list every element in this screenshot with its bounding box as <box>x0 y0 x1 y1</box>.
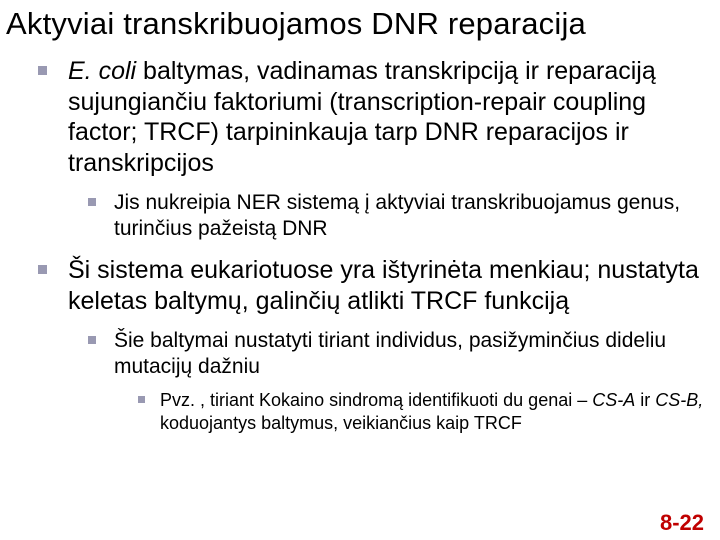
bullet-list-level2: Šie baltymai nustatyti tiriant individus… <box>88 328 706 434</box>
body-text: Ši sistema eukariotuose yra ištyrinėta m… <box>68 256 699 315</box>
italic-text: CS-B, <box>655 390 703 410</box>
body-text: Jis nukreipia NER sistemą į aktyviai tra… <box>114 191 680 240</box>
slide: Aktyviai transkribuojamos DNR reparacija… <box>0 0 720 540</box>
bullet-item: E. coli baltymas, vadinamas transkripcij… <box>38 56 706 241</box>
bullet-item: Pvz. , tiriant Kokaino sindromą identifi… <box>138 389 706 434</box>
body-text: ir <box>635 390 655 410</box>
italic-text: CS-A <box>592 390 635 410</box>
bullet-list-level2: Jis nukreipia NER sistemą į aktyviai tra… <box>88 190 706 241</box>
bullet-list-level1: E. coli baltymas, vadinamas transkripcij… <box>38 56 706 434</box>
bullet-item: Šie baltymai nustatyti tiriant individus… <box>88 328 706 434</box>
page-number: 8-22 <box>660 510 704 536</box>
italic-text: E. coli <box>68 57 136 85</box>
body-text: koduojantys baltymus, veikiančius kaip T… <box>160 413 522 433</box>
bullet-item: Jis nukreipia NER sistemą į aktyviai tra… <box>88 190 706 241</box>
bullet-item: Ši sistema eukariotuose yra ištyrinėta m… <box>38 255 706 434</box>
body-text: Pvz. , tiriant Kokaino sindromą identifi… <box>160 390 592 410</box>
body-text: baltymas, vadinamas transkripciją ir rep… <box>68 57 656 177</box>
bullet-list-level3: Pvz. , tiriant Kokaino sindromą identifi… <box>138 389 706 434</box>
body-text: Šie baltymai nustatyti tiriant individus… <box>114 329 666 378</box>
slide-title: Aktyviai transkribuojamos DNR reparacija <box>6 6 706 42</box>
